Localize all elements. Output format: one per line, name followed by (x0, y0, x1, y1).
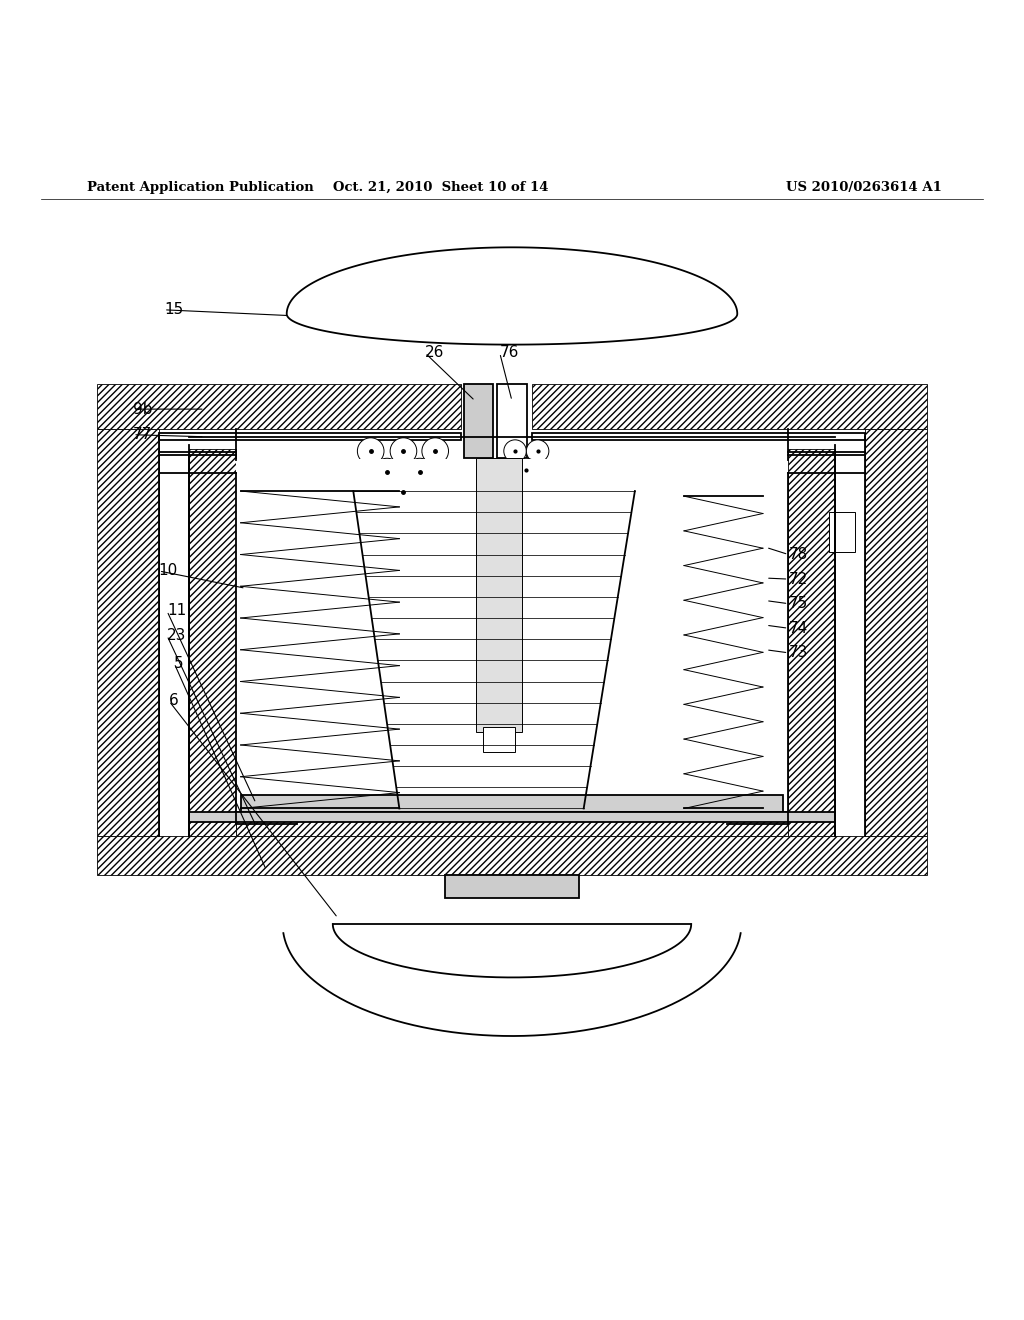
Bar (97, 384, 461, 429)
Text: 72: 72 (788, 572, 808, 586)
Bar (483, 726, 515, 752)
Text: 78: 78 (788, 546, 808, 562)
Circle shape (374, 458, 400, 484)
Text: 6: 6 (169, 693, 179, 709)
Circle shape (407, 458, 433, 484)
Bar (236, 459, 788, 810)
Text: Patent Application Publication: Patent Application Publication (87, 181, 313, 194)
Text: 15: 15 (164, 302, 183, 317)
Bar (532, 433, 865, 440)
Circle shape (390, 479, 417, 506)
Bar (476, 458, 522, 731)
Circle shape (526, 440, 549, 462)
Text: US 2010/0263614 A1: US 2010/0263614 A1 (786, 181, 942, 194)
Bar (97, 429, 159, 836)
Bar (829, 512, 855, 553)
Circle shape (390, 438, 417, 465)
Circle shape (422, 438, 449, 465)
Circle shape (504, 440, 526, 462)
Text: 26: 26 (425, 346, 444, 360)
Text: 10: 10 (159, 564, 178, 578)
Bar (865, 429, 927, 836)
Circle shape (515, 458, 538, 480)
Text: 11: 11 (167, 603, 186, 618)
Bar (464, 384, 493, 458)
Text: 23: 23 (167, 628, 186, 643)
Bar (788, 449, 835, 836)
Text: 74: 74 (788, 620, 808, 636)
Text: 76: 76 (500, 346, 519, 360)
Bar (189, 812, 835, 822)
Polygon shape (287, 247, 737, 345)
Bar (97, 836, 927, 875)
Bar (241, 795, 783, 812)
Bar (159, 433, 461, 440)
Circle shape (357, 438, 384, 465)
Text: Oct. 21, 2010  Sheet 10 of 14: Oct. 21, 2010 Sheet 10 of 14 (333, 181, 548, 194)
Bar (497, 384, 527, 458)
Bar (189, 449, 236, 836)
Text: Fig. 13: Fig. 13 (459, 257, 565, 284)
Bar (532, 384, 927, 429)
Bar (445, 875, 579, 898)
Text: 77: 77 (133, 428, 153, 442)
Text: 75: 75 (788, 597, 808, 611)
Text: 9b: 9b (133, 401, 153, 417)
Text: 5: 5 (174, 656, 183, 671)
Text: 73: 73 (788, 645, 808, 660)
Bar (236, 810, 788, 836)
